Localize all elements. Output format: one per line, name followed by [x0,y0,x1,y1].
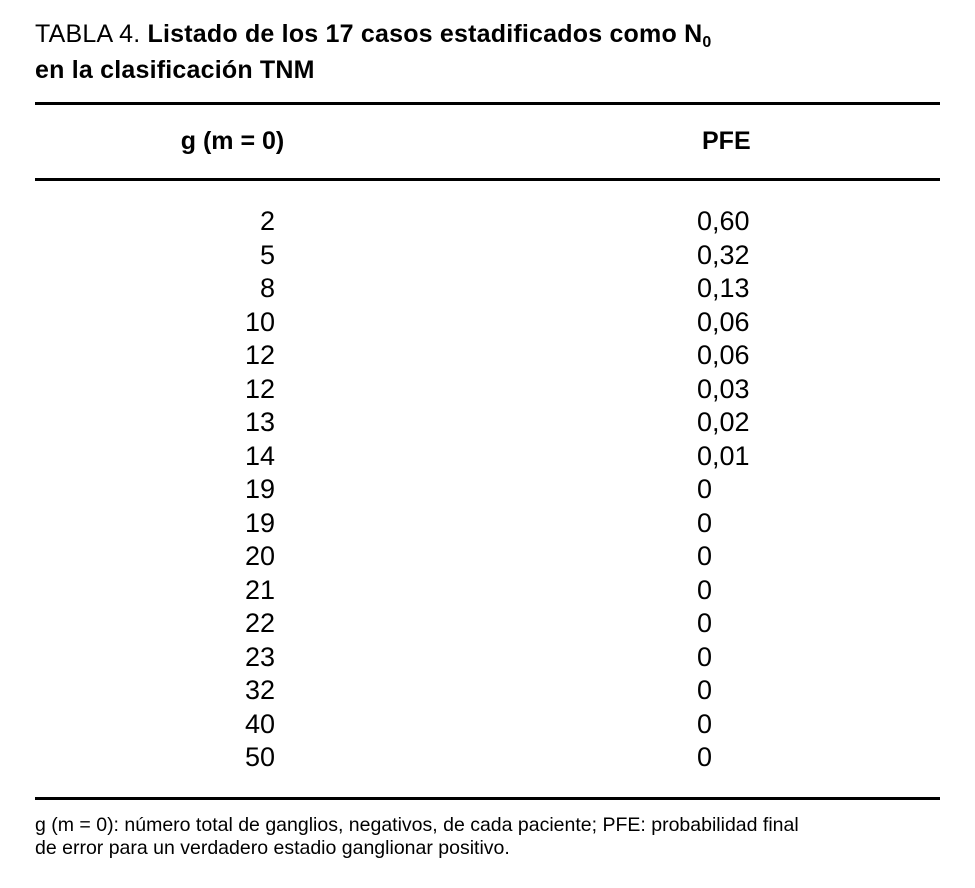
cell-pfe-value: 0 [697,708,713,739]
cell-pfe-value: 0,06 [697,340,750,370]
table-header-row: g (m = 0) PFE [35,105,940,178]
bottom-rule [35,796,940,800]
table-row: 5 0,32 [35,239,940,273]
header-rule [35,178,940,181]
table-row: 13 0,02 [35,406,940,440]
table-title: TABLA 4. Listado de los 17 casos estadif… [35,18,940,87]
table-row: 20 0 [35,540,940,574]
cell-g-value: 10 [244,306,275,337]
table-row: 12 0,06 [35,339,940,373]
table-row: 21 0 [35,574,940,608]
cell-g-value: 2 [259,206,275,236]
table-row: 2 0,60 [35,205,940,239]
cell-g-value: 19 [244,474,275,504]
table-row: 23 0 [35,641,940,675]
table-figure: TABLA 4. Listado de los 17 casos estadif… [35,18,940,861]
cell-g-value: 19 [244,507,275,538]
cell-pfe-value: 0 [697,474,713,504]
column-header-g: g (m = 0) [180,127,285,155]
table-title-subscript: 0 [702,34,712,51]
cell-pfe-value: 0 [697,507,713,538]
table-body: 2 0,60 5 0,32 8 0,13 10 0,06 12 0,06 12 0,03 13 0,02 1… [35,181,940,797]
cell-g-value: 12 [244,373,275,404]
table-row: 22 0 [35,607,940,641]
cell-g-value: 12 [244,340,275,370]
table-row: 10 0,06 [35,306,940,340]
cell-g-value: 8 [259,273,275,303]
cell-pfe-value: 0,01 [697,440,750,471]
cell-g-value: 40 [244,708,275,739]
table-number-label: TABLA 4. [35,20,148,48]
cell-pfe-value: 0,06 [697,306,750,337]
cell-pfe-value: 0,02 [697,407,750,437]
table-title-bold: Listado de los 17 casos estadificados co… [147,20,703,48]
table-title-line2: en la clasificación TNM [35,56,315,84]
cell-pfe-value: 0 [697,675,713,705]
top-rule [35,102,940,105]
cell-pfe-value: 0,03 [697,373,750,404]
cell-pfe-value: 0 [697,574,713,605]
cell-g-value: 13 [244,407,275,437]
table-row: 40 0 [35,708,940,742]
cell-g-value: 22 [244,608,275,638]
cell-g-value: 21 [244,574,275,605]
cell-pfe-value: 0,60 [697,206,750,236]
table-row: 19 0 [35,473,940,507]
cell-g-value: 50 [244,742,275,772]
table-row: 8 0,13 [35,272,940,306]
cell-pfe-value: 0 [697,742,713,772]
cell-g-value: 14 [244,440,275,471]
cell-g-value: 5 [259,239,275,270]
cell-pfe-value: 0 [697,541,713,571]
table-row: 14 0,01 [35,440,940,474]
column-header-pfe: PFE [702,127,751,155]
table-row: 32 0 [35,674,940,708]
cell-pfe-value: 0,32 [697,239,750,270]
footnote-line1: g (m = 0): número total de ganglios, neg… [35,813,799,836]
table-row: 12 0,03 [35,373,940,407]
cell-pfe-value: 0,13 [697,273,750,303]
cell-pfe-value: 0 [697,608,713,638]
table-footnote: g (m = 0): número total de ganglios, neg… [35,814,940,861]
cell-pfe-value: 0 [697,641,713,672]
cell-g-value: 23 [244,641,275,672]
cell-g-value: 32 [244,675,275,705]
table-title-line1: TABLA 4. Listado de los 17 casos estadif… [35,18,940,54]
footnote-line2: de error para un verdadero estadio gangl… [35,837,510,859]
cell-g-value: 20 [244,541,275,571]
table-row: 50 0 [35,741,940,775]
table-row: 19 0 [35,507,940,541]
